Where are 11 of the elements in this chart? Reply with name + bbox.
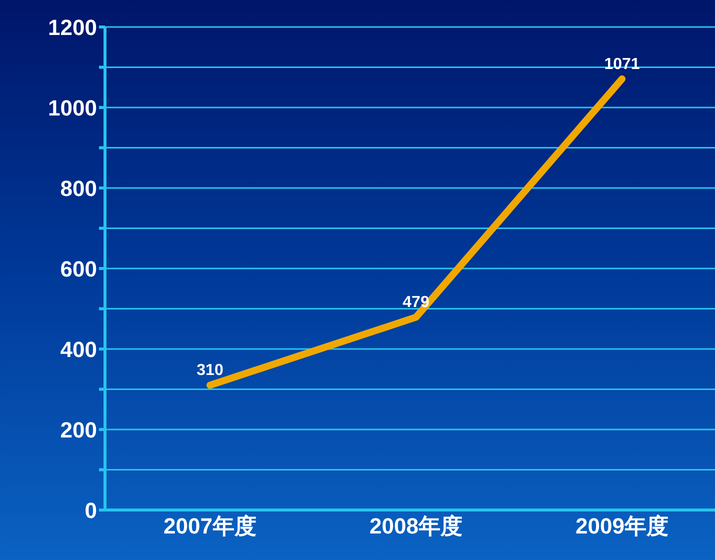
y-tick-label: 400: [60, 336, 97, 362]
y-tick-label: 1000: [48, 95, 97, 120]
data-label: 310: [196, 362, 224, 380]
x-tick-label: 2009年度: [576, 514, 668, 539]
y-tick-label: 800: [60, 176, 97, 201]
y-tick-label: 200: [60, 417, 97, 442]
y-tick-label: 600: [60, 256, 97, 282]
x-tick-label: 2007年度: [164, 514, 256, 539]
y-tick-label: 0: [84, 498, 97, 523]
x-tick-label: 2008年度: [370, 514, 462, 539]
y-tick-label: 1200: [48, 14, 97, 40]
